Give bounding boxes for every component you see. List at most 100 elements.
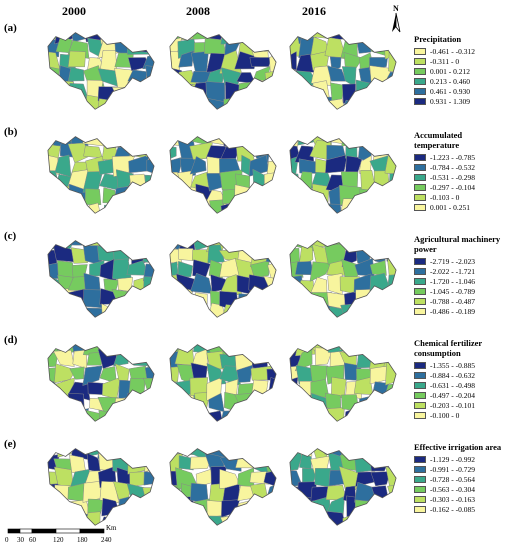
county-region [250,448,270,458]
legend-item: -1.129 - -0.992 [414,454,504,464]
county-region [85,409,104,422]
legend-label: -0.563 - -0.304 [430,484,475,494]
county-region [55,287,77,309]
county-region [53,407,77,422]
county-region [114,185,134,204]
legend-label: -0.497 - -0.204 [430,390,475,400]
county-region [249,483,269,503]
county-region [141,32,155,42]
county-region [354,99,378,110]
county-region [343,52,363,69]
county-region [169,406,183,422]
county-region [267,260,277,279]
county-region [130,291,145,310]
county-region [67,240,90,246]
county-region [300,204,319,214]
county-region [113,304,135,318]
county-region [237,32,256,42]
county-region [355,288,377,311]
county-region [141,397,155,414]
county-region [298,305,315,318]
county-region [298,291,317,310]
map-row: (b) Accumulated temperature -1.223 - -0.78… [0,124,505,228]
county-region [178,50,195,68]
county-region [385,362,397,386]
legend-swatch [414,183,426,191]
county-region [264,407,277,422]
county-region [189,511,210,526]
county-region [220,32,242,45]
county-region [360,170,377,192]
county-region [234,392,258,415]
map-row: (a) Precipitation -0.461 - -0.312 -0.311 - … [0,20,505,124]
legend-swatch [414,67,426,75]
county-region [270,354,277,370]
county-region [144,174,155,192]
county-region [142,245,155,265]
province-outline [169,136,277,214]
county-region [144,288,155,312]
legend-title: Agricultural machinery power [414,234,501,254]
choropleth-map-2008 [169,240,277,318]
choropleth-map-2000 [47,344,155,422]
legend-item: -0.203 - -0.101 [414,400,504,410]
county-region [385,201,397,214]
legend-label: -0.784 - -0.532 [430,162,475,172]
panel-letter: (c) [4,230,17,242]
county-region [238,240,252,250]
county-region [250,260,270,279]
county-region [144,348,155,371]
county-region [326,511,349,526]
county-region [341,66,357,88]
legend-swatch [414,411,426,419]
county-region [169,394,182,413]
scale-bar-graphic [7,528,105,534]
legend-swatch [414,297,426,305]
year-label-2000: 2000 [62,4,86,18]
legend-label: -0.631 - -0.498 [430,380,475,390]
county-region [373,497,387,520]
legend-item: -0.531 - -0.298 [414,172,504,182]
county-region [103,204,119,214]
county-region [289,81,304,97]
legend-item: -1.045 - -0.789 [414,286,504,296]
county-region [385,497,397,519]
province-outline [289,136,397,214]
county-region [384,395,397,413]
county-region [250,344,269,356]
county-region [297,185,315,205]
legend-label: -0.162 - -0.085 [430,504,475,514]
county-region [289,411,302,422]
county-region [248,188,272,204]
county-region [386,274,397,296]
county-region [127,309,150,318]
county-region [88,202,102,214]
choropleth-map-2008 [169,344,277,422]
scale-tick-label: 120 [53,536,64,544]
county-region [82,365,103,386]
county-region [385,465,397,489]
county-region [223,136,243,147]
county-region [360,344,377,354]
county-region [388,99,397,110]
scale-tick-label: 180 [77,536,88,544]
county-region [169,84,180,101]
county-region [145,97,155,110]
county-region [312,80,330,99]
county-region [146,156,155,178]
county-region [221,344,237,352]
county-region [129,136,146,149]
county-region [169,204,179,214]
choropleth-map-2008 [169,136,277,214]
county-region [83,145,103,159]
legend-swatch [414,475,426,483]
legend-label: -0.311 - 0 [430,56,460,66]
county-region [354,448,377,459]
county-region [296,408,319,422]
county-region [372,136,393,147]
legend-label: -0.531 - -0.298 [430,172,475,182]
county-region [127,81,147,104]
legend-label: 0.001 - 0.251 [430,202,470,212]
county-region [234,204,257,214]
county-region [178,455,194,471]
